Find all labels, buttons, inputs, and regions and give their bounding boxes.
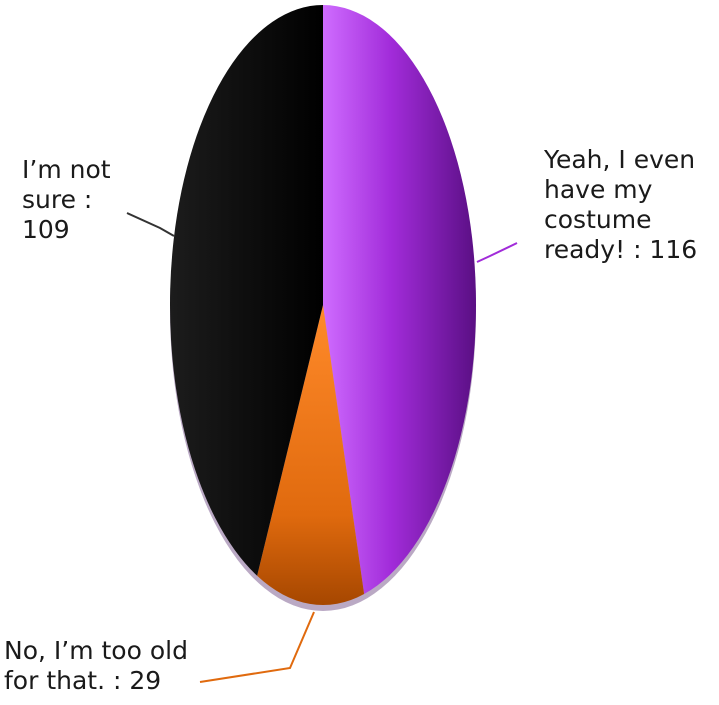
label-leader-line — [126, 212, 175, 237]
label-leader-line — [476, 242, 518, 263]
slice-label: I’m not sure :109 — [22, 155, 111, 244]
slice-label-line: 109 — [22, 215, 70, 244]
pie-slice — [257, 305, 365, 606]
slice-label-line: have my — [544, 175, 653, 204]
slice-label-line: sure : — [22, 185, 92, 214]
label-leader-line — [199, 611, 315, 683]
slice-label: No, I’m too old for that. : 29 — [4, 636, 188, 695]
slice-label-line: I’m not — [22, 155, 111, 184]
slice-label-line: for that. : 29 — [4, 666, 161, 695]
slice-label-line: ready! : 116 — [544, 235, 697, 264]
slice-label: Yeah, I even have my costume ready! : 116 — [543, 145, 697, 264]
slice-label-line: costume — [544, 205, 651, 234]
slice-label-line: Yeah, I even — [543, 145, 695, 174]
pie-slice — [169, 5, 323, 576]
pie-slice — [323, 5, 476, 594]
slice-label-line: No, I’m too old — [4, 636, 188, 665]
